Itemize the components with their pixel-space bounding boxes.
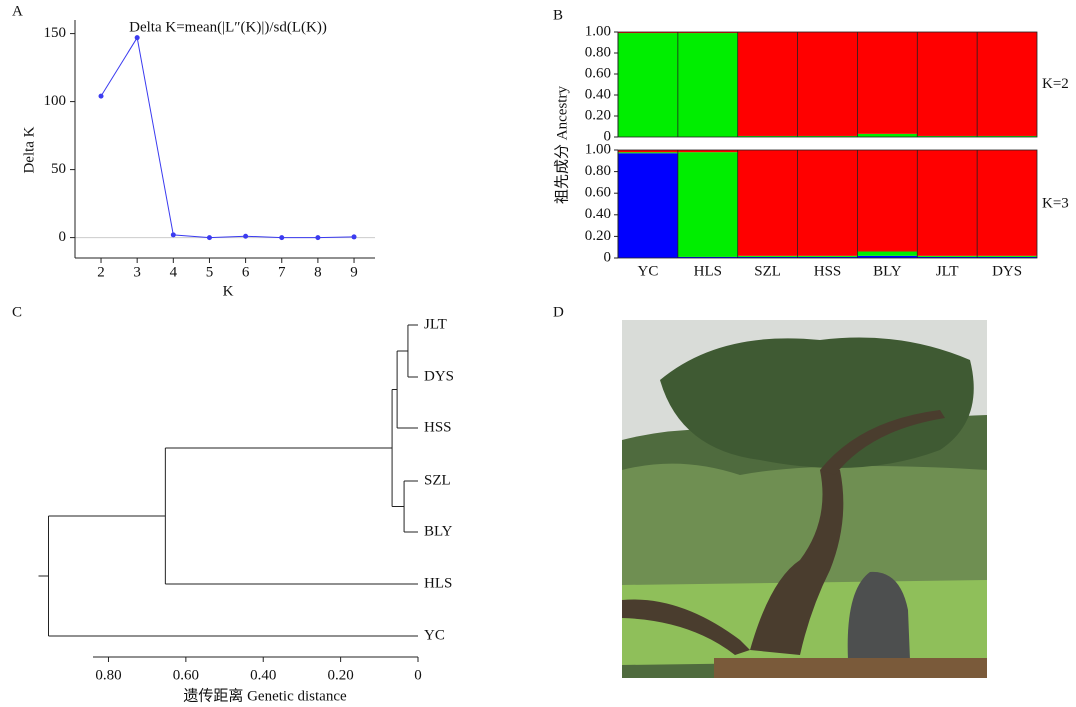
k-label: K=3: [1042, 195, 1069, 211]
ancestry-segment: [798, 256, 858, 257]
ancestry-segment: [857, 134, 917, 137]
x-axis-label: 遗传距离 Genetic distance: [183, 687, 347, 704]
x-tick-label: 7: [278, 264, 286, 280]
y-tick-label: 0.40: [585, 206, 611, 222]
y-tick-label: 50: [51, 161, 66, 177]
y-tick-label: 0: [604, 249, 612, 265]
ancestry-segment: [678, 33, 738, 137]
leaf-label: BLY: [424, 523, 453, 539]
ancestry-segment: [917, 256, 977, 257]
x-tick-label: 0.60: [173, 667, 199, 683]
ancestry-segment: [917, 150, 977, 256]
y-tick-label: 150: [44, 25, 67, 41]
x-tick-label: 5: [206, 264, 214, 280]
y-tick-label: 0.60: [585, 65, 611, 81]
leaf-label: YC: [424, 627, 445, 643]
ancestry-segment: [618, 153, 678, 258]
point: [99, 94, 104, 99]
y-tick-label: 1.00: [585, 141, 611, 157]
y-axis-label: Delta K: [21, 126, 37, 173]
ancestry-segment: [857, 252, 917, 256]
x-tick-label: 8: [314, 264, 322, 280]
point: [243, 234, 248, 239]
panel-label: A: [12, 3, 23, 19]
x-tick-label: JLT: [936, 263, 959, 279]
x-tick-label: 0.20: [327, 667, 353, 683]
ancestry-segment: [977, 256, 1037, 257]
x-tick-label: HSS: [814, 263, 842, 279]
chart-title: Delta K=mean(|L″(K)|)/sd(L(K)): [129, 19, 327, 35]
y-tick-label: 0.20: [585, 228, 611, 244]
y-tick-label: 0.60: [585, 185, 611, 201]
point: [171, 232, 176, 237]
ancestry-segment: [618, 152, 678, 153]
point: [315, 235, 320, 240]
point: [279, 235, 284, 240]
ancestry-segment: [798, 32, 858, 136]
x-axis-label: K: [223, 283, 234, 299]
x-tick-label: 9: [350, 264, 358, 280]
ancestry-segment: [977, 32, 1037, 136]
x-tick-label: SZL: [754, 263, 781, 279]
leaf-label: HLS: [424, 575, 452, 591]
x-tick-label: BLY: [873, 263, 902, 279]
leaf-label: DYS: [424, 368, 454, 384]
y-tick-label: 1.00: [585, 23, 611, 39]
ancestry-segment: [738, 256, 798, 257]
figure: A B C D 0 50 100 150 2 3 4 5 6 7 8 9 Delta K=mean(|L…: [0, 0, 1076, 707]
x-tick-label: 4: [170, 264, 178, 280]
ancestry-segment: [798, 150, 858, 256]
x-tick-label: 3: [133, 264, 141, 280]
ancestry-segment: [977, 150, 1037, 256]
leaf-label: JLT: [424, 316, 447, 332]
x-tick-label: YC: [638, 263, 659, 279]
point: [352, 234, 357, 239]
y-tick-label: 0: [59, 229, 67, 245]
ancestry-segment: [738, 150, 798, 256]
x-tick-label: 2: [97, 264, 105, 280]
k-label: K=2: [1042, 76, 1069, 92]
photo: [622, 320, 987, 678]
point: [135, 35, 140, 40]
ancestry-segment: [857, 150, 917, 252]
y-axis-label: 祖先成分 Ancestry: [553, 86, 570, 204]
ancestry-segment: [738, 32, 798, 136]
ancestry-segment: [618, 33, 678, 137]
x-tick-label: DYS: [992, 263, 1022, 279]
ancestry-segment: [678, 152, 738, 257]
y-tick-label: 0.80: [585, 163, 611, 179]
y-tick-label: 0.40: [585, 86, 611, 102]
y-tick-label: 100: [44, 93, 67, 109]
ancestry-segment: [917, 32, 977, 136]
point: [207, 235, 212, 240]
panel-label: D: [553, 304, 564, 320]
panel-label: B: [553, 7, 563, 23]
y-tick-label: 0.20: [585, 107, 611, 123]
panel-label: C: [12, 304, 22, 320]
x-tick-label: 0: [414, 667, 422, 683]
leaf-label: HSS: [424, 419, 452, 435]
x-tick-label: HLS: [694, 263, 722, 279]
leaf-label: SZL: [424, 472, 451, 488]
x-tick-label: 6: [242, 264, 250, 280]
x-tick-label: 0.80: [95, 667, 121, 683]
line: [101, 38, 354, 238]
y-tick-label: 0.80: [585, 44, 611, 60]
x-tick-label: 0.40: [250, 667, 276, 683]
ancestry-segment: [857, 32, 917, 134]
